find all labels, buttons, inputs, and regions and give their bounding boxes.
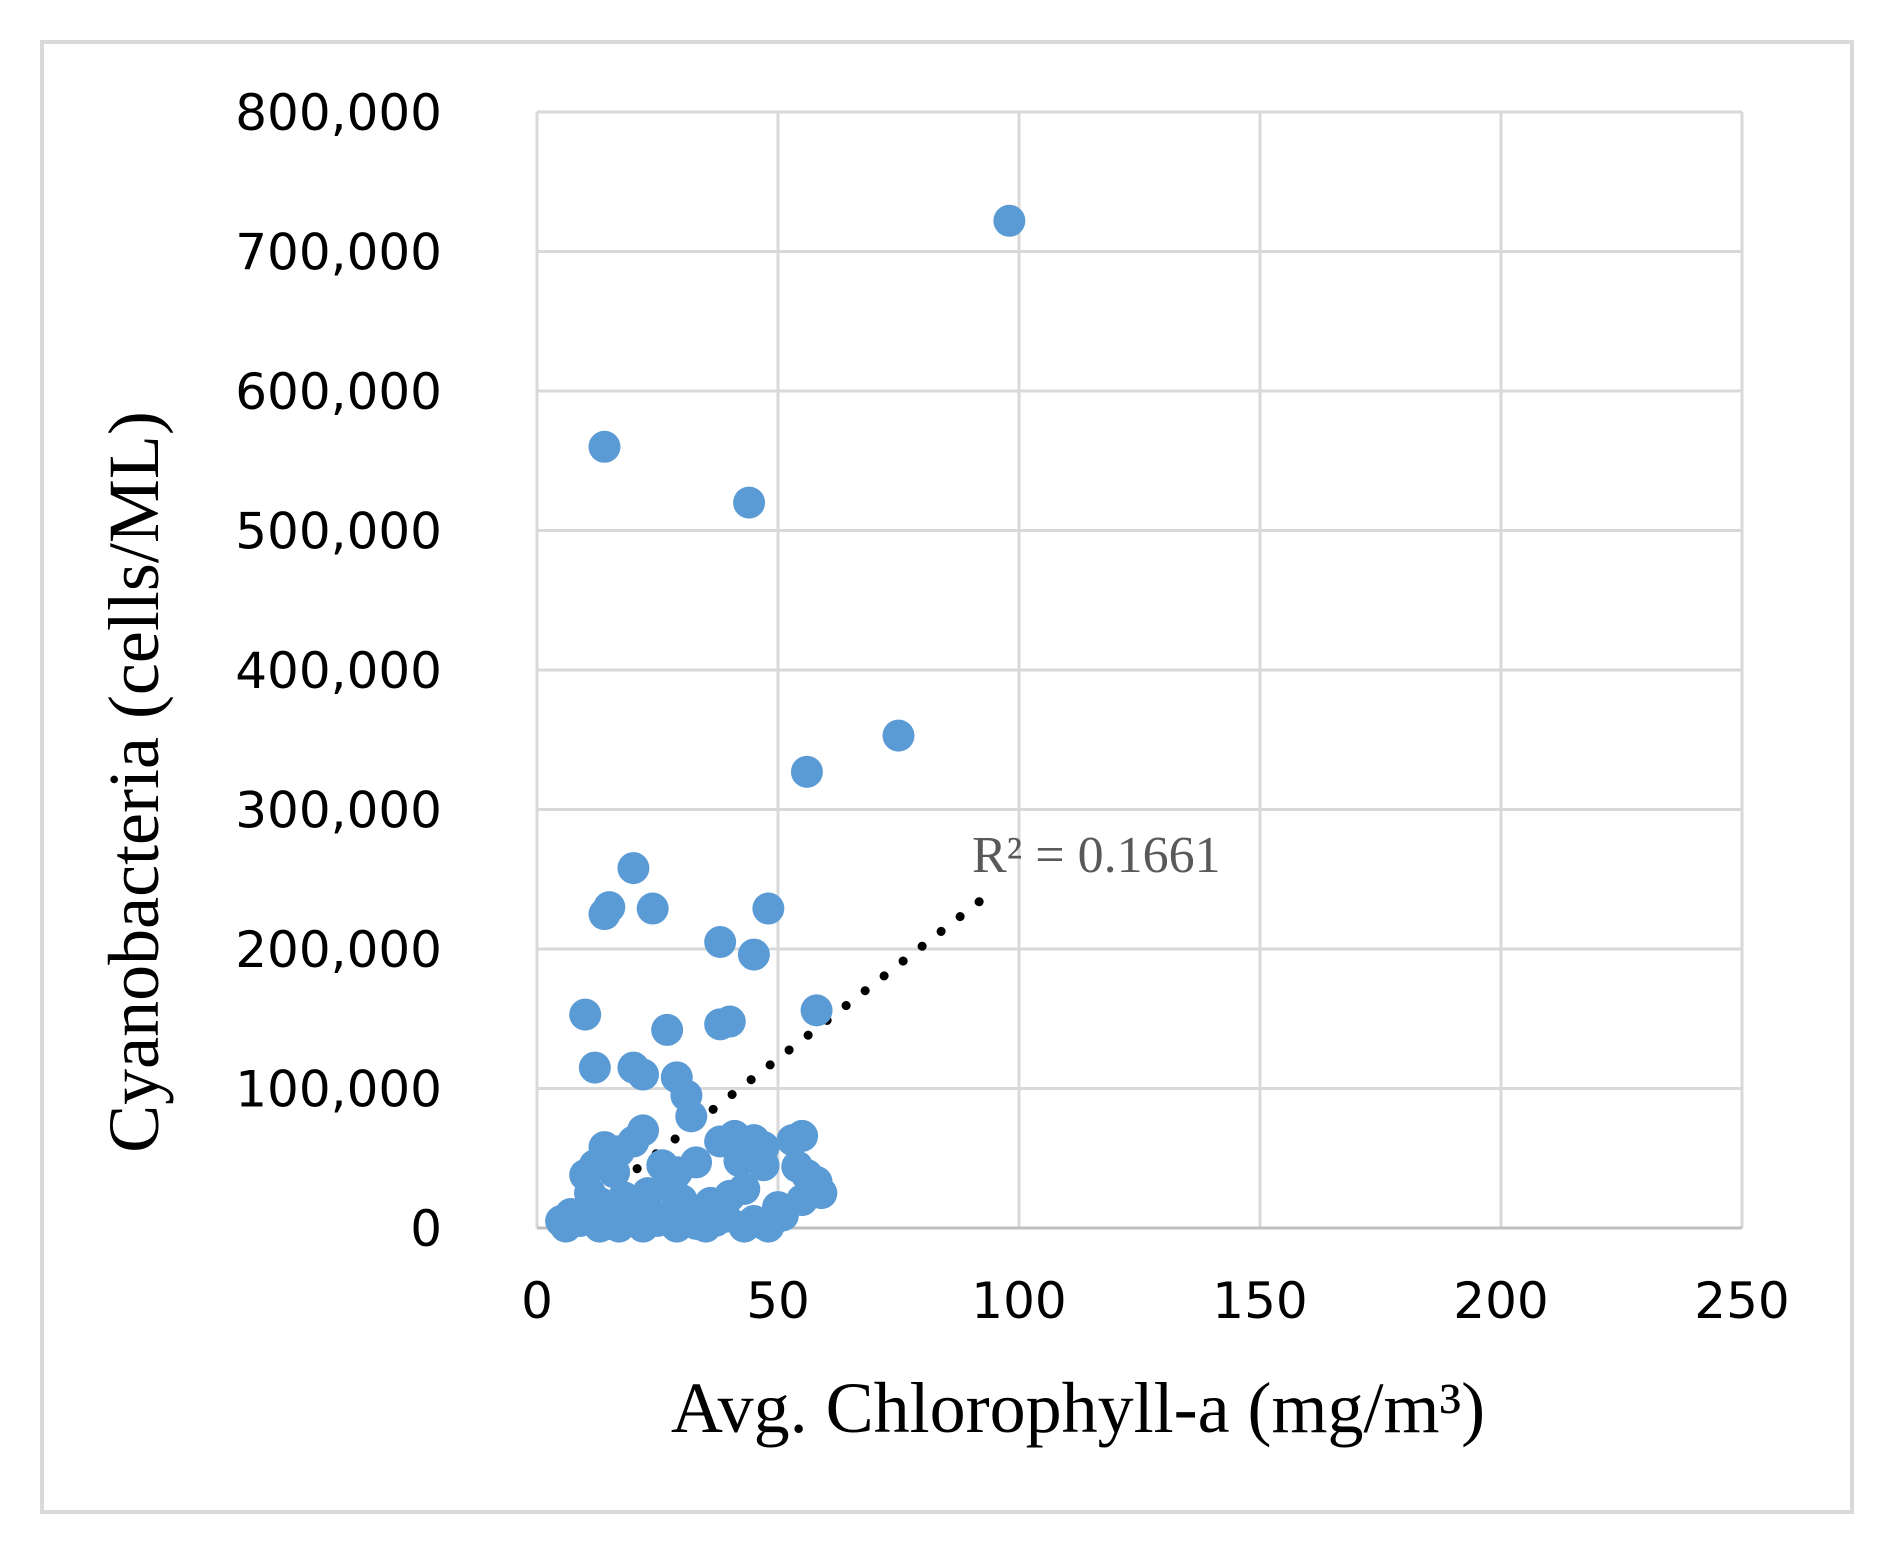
trendline-path bbox=[556, 888, 995, 1233]
data-point bbox=[704, 926, 737, 959]
data-point bbox=[790, 755, 823, 788]
x-tick-label: 100 bbox=[971, 1272, 1066, 1330]
data-point bbox=[747, 1149, 780, 1182]
data-points bbox=[545, 204, 1026, 1243]
data-point bbox=[680, 1146, 713, 1179]
x-tick-label: 150 bbox=[1212, 1272, 1307, 1330]
data-point bbox=[593, 891, 626, 924]
data-point bbox=[713, 1005, 746, 1038]
y-axis-title: Cyanobacteria (cells/ML) bbox=[94, 411, 174, 1153]
trendline bbox=[556, 888, 995, 1233]
data-point bbox=[689, 1210, 722, 1243]
data-point bbox=[733, 486, 766, 519]
y-tick-label: 500,000 bbox=[235, 503, 442, 561]
data-point bbox=[737, 938, 770, 971]
data-point bbox=[636, 892, 669, 925]
data-point bbox=[588, 430, 621, 463]
x-axis-title: Avg. Chlorophyll-a (mg/m³) bbox=[671, 1368, 1485, 1448]
x-tick-label: 200 bbox=[1453, 1272, 1548, 1330]
y-tick-label: 400,000 bbox=[235, 642, 442, 700]
data-point bbox=[627, 1058, 660, 1091]
y-tick-label: 600,000 bbox=[235, 363, 442, 421]
data-point bbox=[660, 1210, 693, 1243]
x-tick-label: 0 bbox=[521, 1272, 553, 1330]
data-point bbox=[617, 852, 650, 885]
y-tick-label: 300,000 bbox=[235, 782, 442, 840]
r-squared-label: R² = 0.1661 bbox=[972, 827, 1221, 884]
data-point bbox=[800, 994, 833, 1027]
data-point bbox=[993, 204, 1026, 237]
x-tick-label: 50 bbox=[746, 1272, 810, 1330]
data-point bbox=[752, 1210, 785, 1243]
y-axis-ticks: 0 100,000 200,000 300,000 400,000 500,000 600,… bbox=[235, 84, 442, 1258]
data-point bbox=[675, 1100, 708, 1133]
y-tick-label: 200,000 bbox=[235, 921, 442, 979]
y-tick-label: 0 bbox=[410, 1200, 442, 1258]
y-tick-label: 100,000 bbox=[235, 1061, 442, 1119]
data-point bbox=[723, 1145, 756, 1178]
y-tick-label: 700,000 bbox=[235, 224, 442, 282]
data-point bbox=[752, 892, 785, 925]
data-point bbox=[882, 719, 915, 752]
data-point bbox=[569, 998, 602, 1031]
data-point bbox=[786, 1119, 819, 1152]
grid bbox=[535, 110, 1744, 1228]
data-point bbox=[578, 1051, 611, 1084]
data-point bbox=[728, 1172, 761, 1205]
x-tick-label: 250 bbox=[1694, 1272, 1789, 1330]
data-point bbox=[728, 1210, 761, 1243]
x-axis-ticks: 0 50 100 150 200 250 bbox=[521, 1272, 1790, 1330]
data-point bbox=[627, 1210, 660, 1243]
data-point bbox=[651, 1013, 684, 1046]
data-point bbox=[598, 1156, 631, 1189]
data-point bbox=[602, 1210, 635, 1243]
data-point bbox=[549, 1210, 582, 1243]
chart-border bbox=[40, 40, 1854, 1514]
y-tick-label: 800,000 bbox=[235, 84, 442, 142]
